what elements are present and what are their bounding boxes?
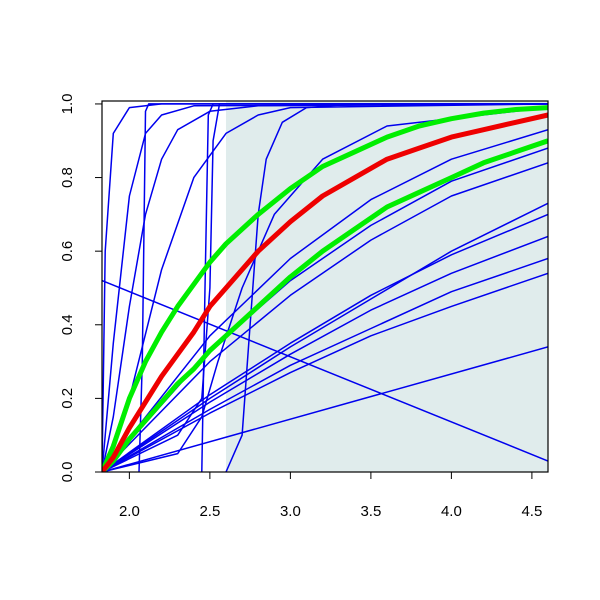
y-tick-label: 0.6 bbox=[59, 241, 76, 262]
curve bbox=[102, 103, 548, 472]
curve bbox=[102, 202, 548, 472]
x-tick-label: 4.0 bbox=[441, 503, 462, 520]
x-tick-label: 2.5 bbox=[199, 503, 220, 520]
curve bbox=[102, 103, 548, 472]
curve bbox=[102, 213, 548, 472]
y-tick-label: 0.2 bbox=[59, 388, 76, 409]
plot-frame bbox=[101, 100, 549, 473]
curve bbox=[102, 105, 548, 472]
x-tick-label: 4.5 bbox=[521, 503, 542, 520]
y-tick-label: 1.0 bbox=[59, 94, 76, 115]
curve bbox=[102, 112, 548, 472]
curve bbox=[102, 162, 548, 472]
curve bbox=[102, 103, 548, 472]
x-tick-label: 3.5 bbox=[360, 503, 381, 520]
curve bbox=[102, 138, 548, 472]
curve bbox=[225, 103, 548, 472]
curve bbox=[102, 106, 548, 472]
curve bbox=[102, 235, 548, 472]
x-tick-label: 3.0 bbox=[280, 503, 301, 520]
y-tick-label: 0.4 bbox=[59, 314, 76, 335]
y-tick-label: 0.8 bbox=[59, 167, 76, 188]
y-tick-label: 0.0 bbox=[59, 462, 76, 483]
curve bbox=[102, 128, 548, 472]
curve bbox=[102, 257, 548, 472]
curve bbox=[102, 346, 548, 472]
x-tick-label: 2.0 bbox=[119, 503, 140, 520]
curve bbox=[102, 272, 548, 472]
